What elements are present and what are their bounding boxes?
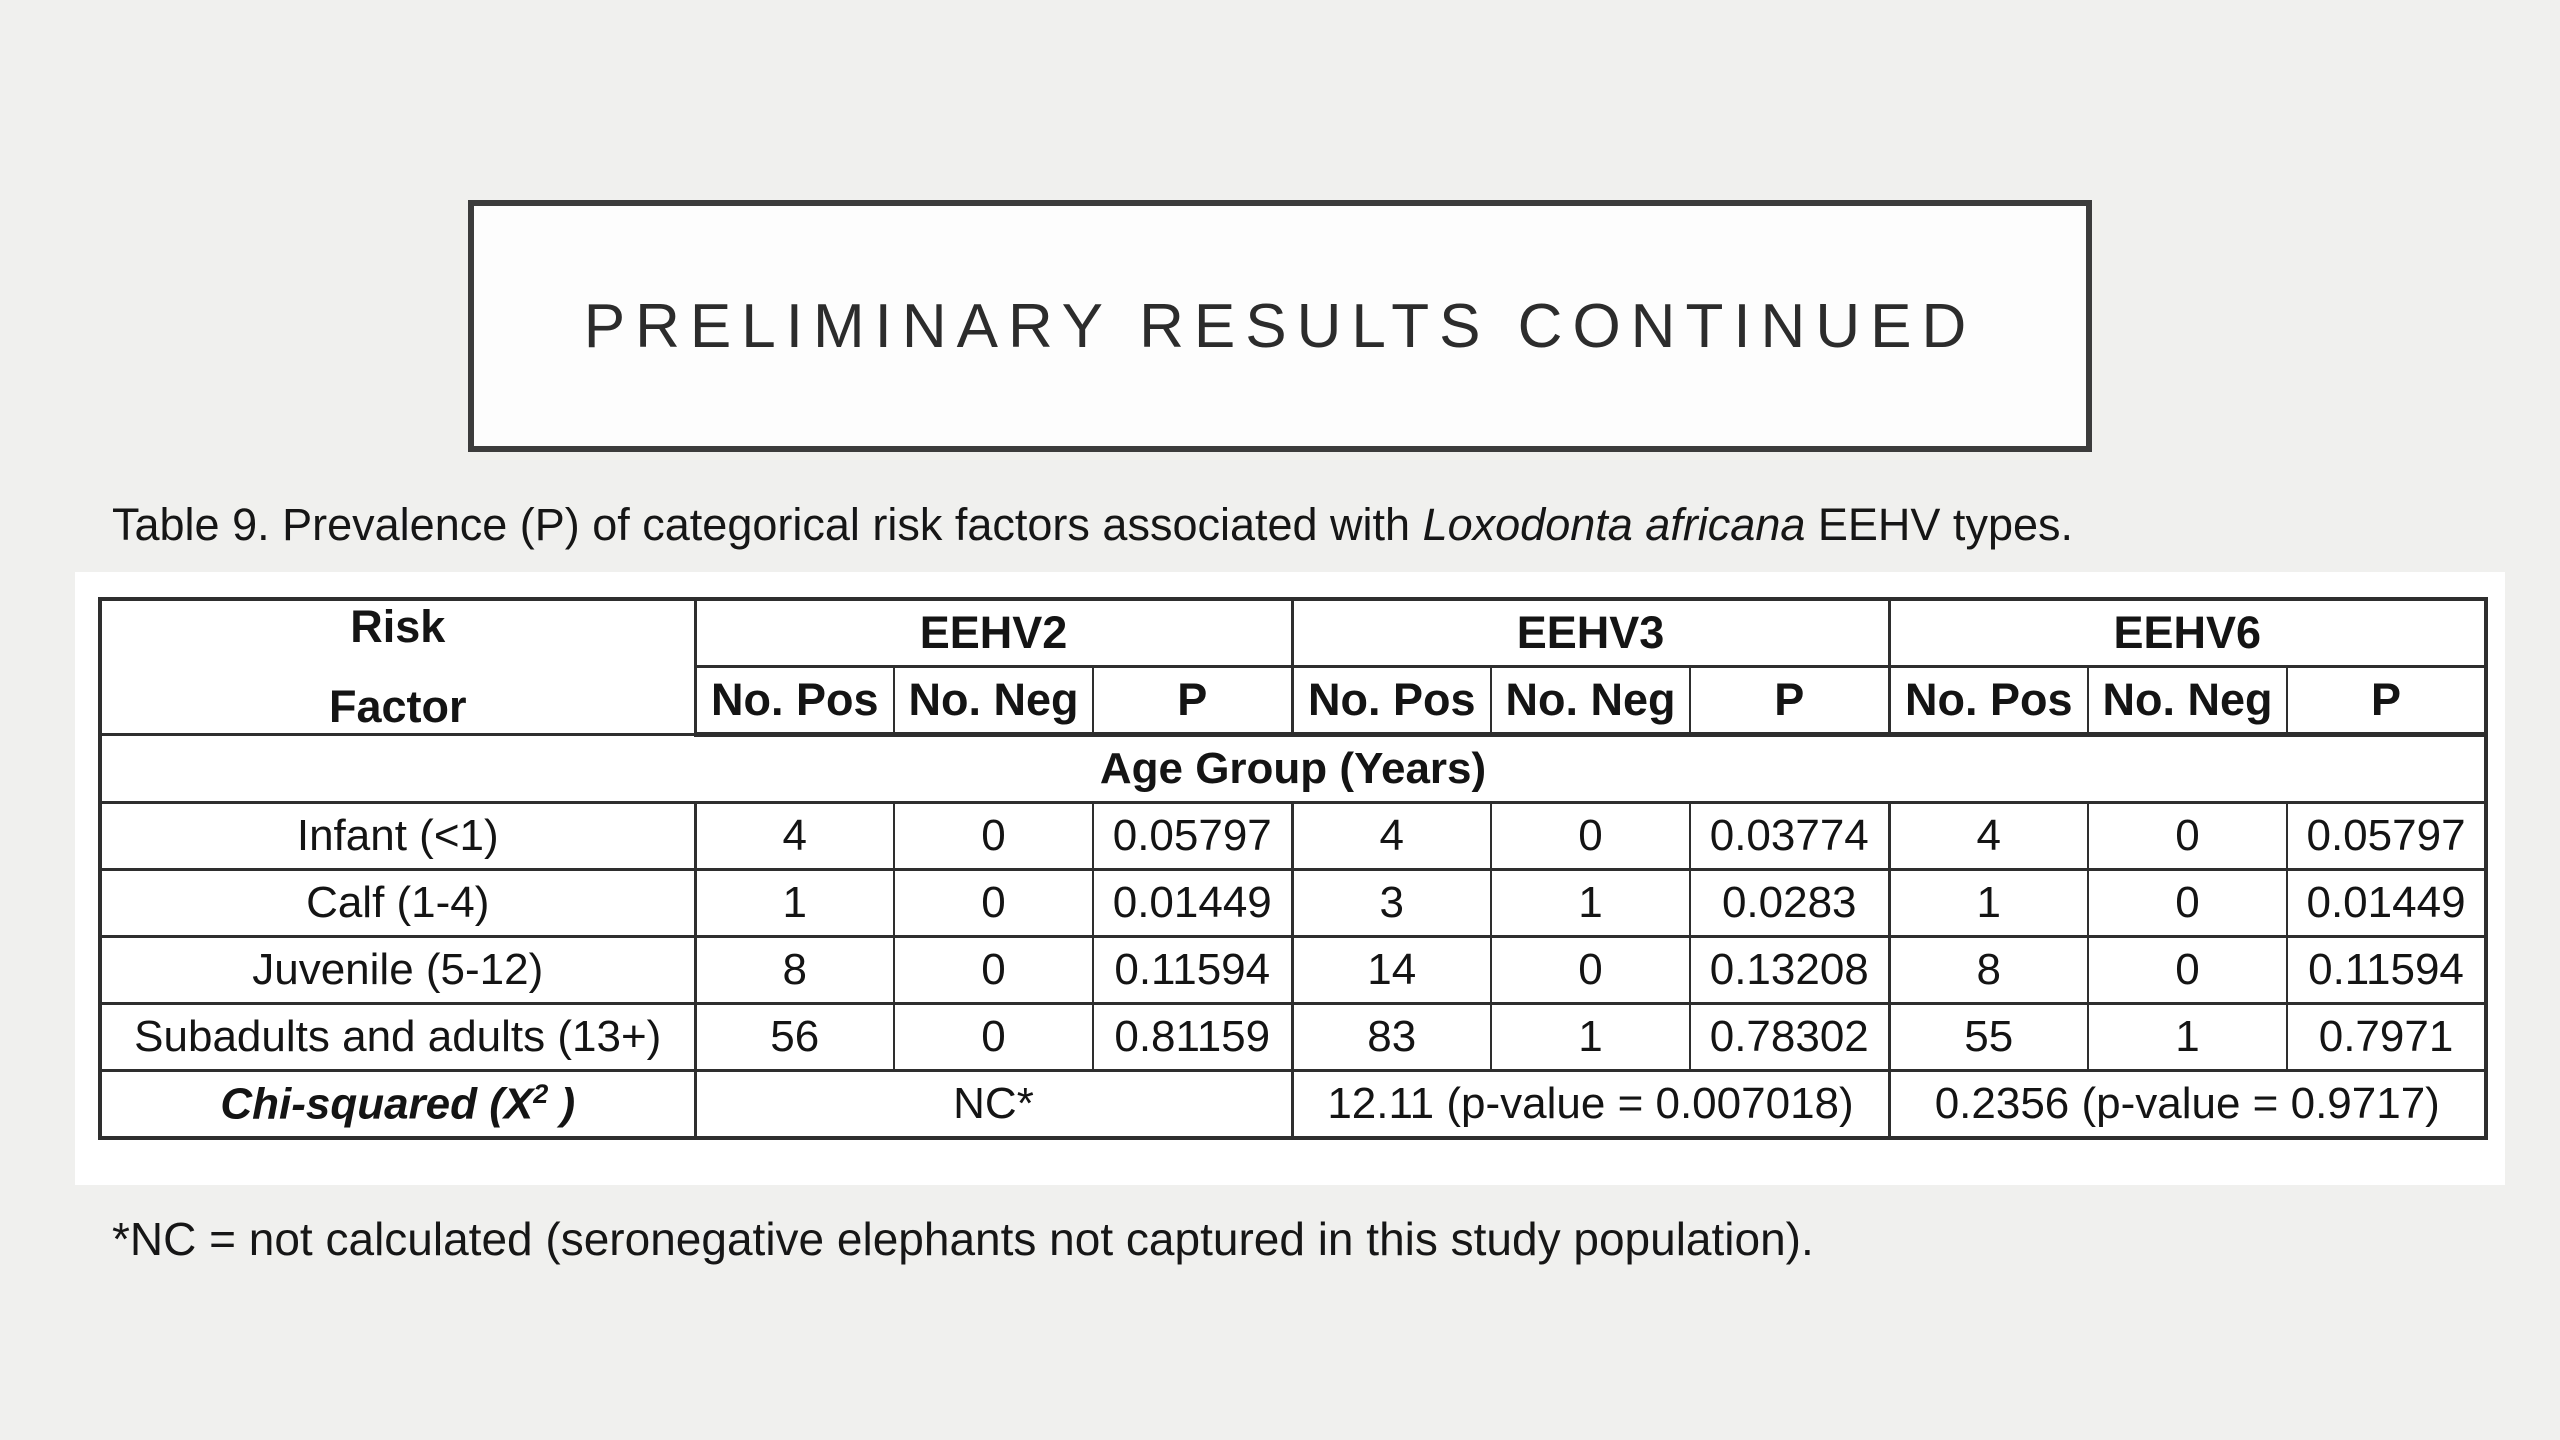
chi-label-superscript: 2 bbox=[533, 1078, 549, 1109]
table-cell: 1 bbox=[693, 868, 895, 938]
table-cell: 0 bbox=[893, 935, 1094, 1005]
row-label: Calf (1-4) bbox=[99, 868, 696, 938]
corner-header-line2: Factor bbox=[328, 681, 467, 732]
chi-label-prefix: Chi-squared (X bbox=[220, 1079, 534, 1129]
chi-value-eehv3: 12.11 (p-value = 0.007018) bbox=[1290, 1069, 1890, 1140]
table-cell: 0 bbox=[893, 868, 1094, 938]
table-cell: 14 bbox=[1290, 935, 1492, 1005]
subheader-eehv3-p: P bbox=[1689, 665, 1890, 737]
table-cell: 0.01449 bbox=[2285, 868, 2488, 938]
subheader-eehv2-no-neg: No. Neg bbox=[893, 665, 1094, 737]
subheader-eehv6-no-neg: No. Neg bbox=[2087, 665, 2288, 737]
table-cell: 1 bbox=[1887, 868, 2089, 938]
section-label-age-group: Age Group (Years) bbox=[98, 733, 2488, 804]
table-cell: 0 bbox=[2087, 935, 2288, 1005]
table-cell: 4 bbox=[1290, 801, 1492, 871]
table-cell: 0.11594 bbox=[1092, 935, 1293, 1005]
table-cell: 0 bbox=[893, 1002, 1094, 1072]
table-row-subadults: Subadults and adults (13+) 56 0 0.81159 … bbox=[99, 1002, 2488, 1072]
table-cell: 0.01449 bbox=[1092, 868, 1293, 938]
table-cell: 8 bbox=[693, 935, 895, 1005]
chi-squared-label: Chi-squared (X2 ) bbox=[99, 1069, 696, 1140]
subheader-eehv3-no-neg: No. Neg bbox=[1490, 665, 1691, 737]
subheader-eehv2-no-pos: No. Pos bbox=[693, 665, 895, 737]
table-cell: 0.05797 bbox=[2285, 801, 2488, 871]
table-row-infant: Infant (<1) 4 0 0.05797 4 0 0.03774 4 0 … bbox=[99, 801, 2488, 871]
subheader-eehv3-no-pos: No. Pos bbox=[1290, 665, 1492, 737]
col-header-eehv3: EEHV3 bbox=[1290, 597, 1890, 668]
subheader-eehv2-p: P bbox=[1092, 665, 1293, 737]
slide-title: PRELIMINARY RESULTS CONTINUED bbox=[583, 291, 1977, 361]
results-table: Risk Factor EEHV2 EEHV3 EEHV6 No. Pos No… bbox=[98, 597, 2489, 1140]
table-panel: Risk Factor EEHV2 EEHV3 EEHV6 No. Pos No… bbox=[75, 572, 2505, 1185]
table-cell: 0 bbox=[1490, 801, 1691, 871]
subheader-eehv6-p: P bbox=[2285, 665, 2488, 737]
table-cell: 0.05797 bbox=[1092, 801, 1293, 871]
table-cell: 0.11594 bbox=[2285, 935, 2488, 1005]
row-label: Juvenile (5-12) bbox=[99, 935, 696, 1005]
col-header-eehv6: EEHV6 bbox=[1887, 597, 2488, 668]
caption-species-name: Loxodonta africana bbox=[1422, 499, 1806, 550]
table-cell: 55 bbox=[1887, 1002, 2089, 1072]
table-cell: 1 bbox=[1490, 868, 1691, 938]
title-banner: PRELIMINARY RESULTS CONTINUED bbox=[468, 200, 2092, 452]
table-cell: 0 bbox=[893, 801, 1094, 871]
row-label: Infant (<1) bbox=[99, 801, 696, 871]
table-cell: 0.7971 bbox=[2285, 1002, 2488, 1072]
table-row-chi-squared: Chi-squared (X2 ) NC* 12.11 (p-value = 0… bbox=[99, 1069, 2488, 1140]
table-cell: 3 bbox=[1290, 868, 1492, 938]
table-cell: 0 bbox=[2087, 801, 2288, 871]
table-row-calf: Calf (1-4) 1 0 0.01449 3 1 0.0283 1 0 0.… bbox=[99, 868, 2488, 938]
section-row: Age Group (Years) bbox=[98, 733, 2488, 804]
table-row-juvenile: Juvenile (5-12) 8 0 0.11594 14 0 0.13208… bbox=[99, 935, 2488, 1005]
chi-value-eehv6: 0.2356 (p-value = 0.9717) bbox=[1887, 1069, 2488, 1140]
header-row-groups: Risk Factor EEHV2 EEHV3 EEHV6 bbox=[99, 597, 2488, 736]
table-cell: 0.78302 bbox=[1689, 1002, 1890, 1072]
table-cell: 4 bbox=[1887, 801, 2089, 871]
subheader-eehv6-no-pos: No. Pos bbox=[1887, 665, 2089, 737]
footnote: *NC = not calculated (seronegative eleph… bbox=[112, 1213, 1814, 1265]
table-cell: 0 bbox=[2087, 868, 2288, 938]
header-row-subcolumns: No. Pos No. Neg P No. Pos No. Neg P No. … bbox=[100, 665, 2488, 737]
col-header-eehv2: EEHV2 bbox=[693, 597, 1293, 668]
table-cell: 1 bbox=[1490, 1002, 1691, 1072]
table-cell: 0.03774 bbox=[1689, 801, 1890, 871]
table-cell: 4 bbox=[693, 801, 895, 871]
caption-prefix: Table 9. Prevalence (P) of categorical r… bbox=[112, 499, 1423, 550]
table-caption: Table 9. Prevalence (P) of categorical r… bbox=[112, 498, 2073, 552]
table-cell: 83 bbox=[1290, 1002, 1492, 1072]
table-cell: 0 bbox=[1490, 935, 1691, 1005]
row-label: Subadults and adults (13+) bbox=[99, 1002, 696, 1072]
corner-header-risk-factor: Risk Factor bbox=[99, 597, 696, 736]
table-cell: 1 bbox=[2087, 1002, 2288, 1072]
chi-value-eehv2: NC* bbox=[693, 1069, 1293, 1140]
corner-header-line1: Risk bbox=[350, 601, 446, 652]
table-cell: 56 bbox=[693, 1002, 895, 1072]
table-cell: 0.13208 bbox=[1689, 935, 1890, 1005]
caption-suffix: EEHV types. bbox=[1805, 499, 2073, 550]
table-cell: 8 bbox=[1887, 935, 2089, 1005]
table-cell: 0.0283 bbox=[1689, 868, 1890, 938]
chi-label-suffix: ) bbox=[548, 1079, 576, 1129]
table-cell: 0.81159 bbox=[1092, 1002, 1293, 1072]
